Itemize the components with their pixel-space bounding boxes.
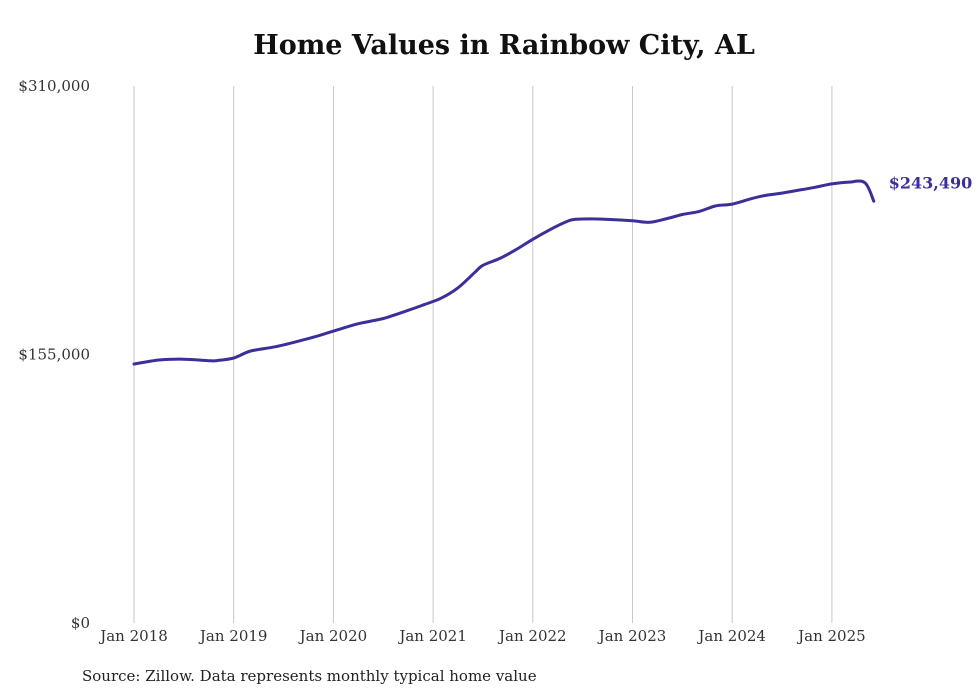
y-tick-label: $155,000 bbox=[18, 346, 90, 364]
chart-plot-area: Jan 2018 Jan 2019 Jan 2020 Jan 2021 Jan 2022… bbox=[18, 77, 973, 645]
y-tick-label: $0 bbox=[71, 614, 90, 632]
x-tick-label: Jan 2022 bbox=[497, 627, 567, 645]
x-tick-label: Jan 2019 bbox=[198, 627, 268, 645]
y-axis-ticks: $0 $155,000 $310,000 bbox=[18, 77, 90, 632]
x-tick-label: Jan 2018 bbox=[98, 627, 168, 645]
source-note: Source: Zillow. Data represents monthly … bbox=[82, 667, 537, 685]
x-tick-label: Jan 2025 bbox=[796, 627, 866, 645]
end-value-label: $243,490 bbox=[889, 174, 973, 193]
chart-title: Home Values in Rainbow City, AL bbox=[253, 30, 755, 61]
series-lines bbox=[132, 179, 876, 366]
x-axis-ticks: Jan 2018 Jan 2019 Jan 2020 Jan 2021 Jan 2022… bbox=[98, 627, 865, 645]
x-tick-label: Jan 2020 bbox=[298, 627, 368, 645]
grid-lines bbox=[133, 86, 833, 623]
series-line-0 bbox=[132, 179, 876, 366]
x-tick-label: Jan 2023 bbox=[597, 627, 667, 645]
x-tick-label: Jan 2021 bbox=[397, 627, 467, 645]
x-tick-label: Jan 2024 bbox=[696, 627, 766, 645]
y-tick-label: $310,000 bbox=[18, 77, 90, 95]
end-value-labels: $243,490 bbox=[889, 174, 973, 193]
